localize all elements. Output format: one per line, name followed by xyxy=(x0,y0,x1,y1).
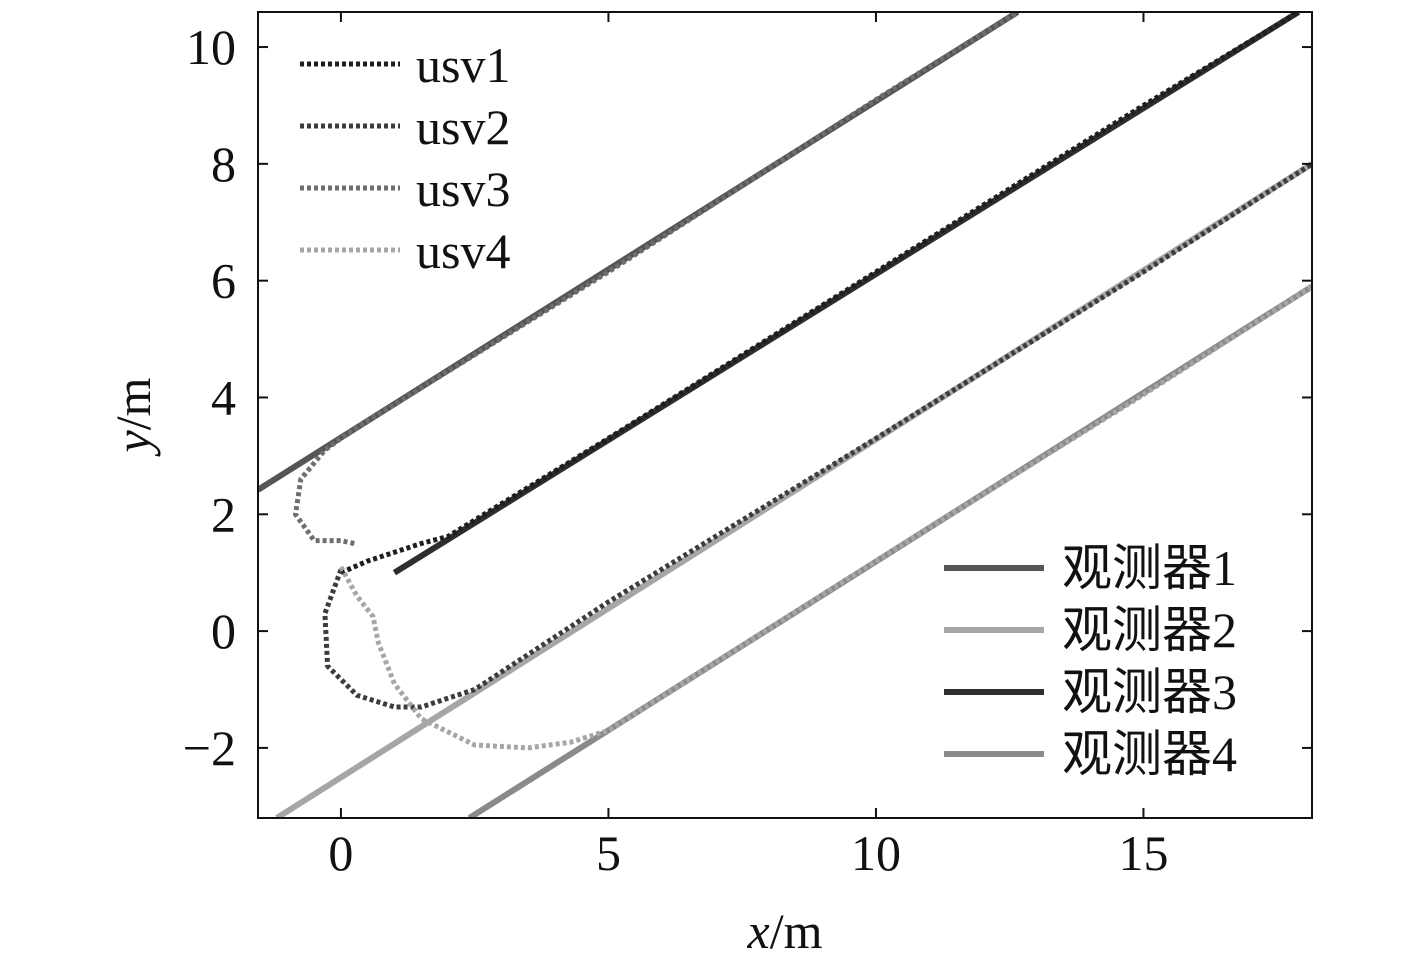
plot-frame xyxy=(257,11,1313,819)
legend-observer: 观测器1 观测器2 观测器3 观测器4 xyxy=(944,540,1237,782)
y-tick-label: 2 xyxy=(211,486,236,542)
series-line-usv2 xyxy=(322,161,1312,710)
legend-label-usv4: usv4 xyxy=(416,223,510,279)
legend-label-observer2: 观测器2 xyxy=(1062,602,1237,658)
x-tick-label: 5 xyxy=(596,825,621,881)
series-line-usv4 xyxy=(338,284,1312,751)
y-tick-label: 8 xyxy=(211,136,236,192)
ticks-layer: 0 5 10 15 −2 0 2 4 6 8 10 xyxy=(183,12,1312,881)
x-axis-label: x/m xyxy=(747,903,823,959)
series-line-usv1 xyxy=(339,12,1300,575)
legend-usv: usv1 usv2 usv3 usv4 xyxy=(300,37,510,279)
series-layer xyxy=(258,12,1312,818)
x-axis-var: x xyxy=(747,903,770,959)
x-tick-label: 10 xyxy=(851,825,901,881)
legend-label-usv2: usv2 xyxy=(416,99,510,155)
y-tick-label: 0 xyxy=(211,603,236,659)
y-axis-unit: /m xyxy=(105,377,161,430)
x-tick-label: 0 xyxy=(328,825,353,881)
x-tick-label: 15 xyxy=(1118,825,1168,881)
y-tick-label: 10 xyxy=(186,19,236,75)
y-axis-label: y/m xyxy=(105,377,161,457)
x-axis-unit: /m xyxy=(770,903,823,959)
legend-label-usv1: usv1 xyxy=(416,37,510,93)
series-line-usv3 xyxy=(293,12,1020,546)
y-tick-label: 4 xyxy=(211,369,236,425)
y-axis-var: y xyxy=(105,430,161,458)
legend-label-usv3: usv3 xyxy=(416,161,510,217)
y-tick-label: −2 xyxy=(183,720,236,776)
legend-label-observer1: 观测器1 xyxy=(1062,540,1237,596)
y-tick-label: 6 xyxy=(211,253,236,309)
legend-label-observer3: 观测器3 xyxy=(1062,664,1237,720)
legend-label-observer4: 观测器4 xyxy=(1062,726,1237,782)
